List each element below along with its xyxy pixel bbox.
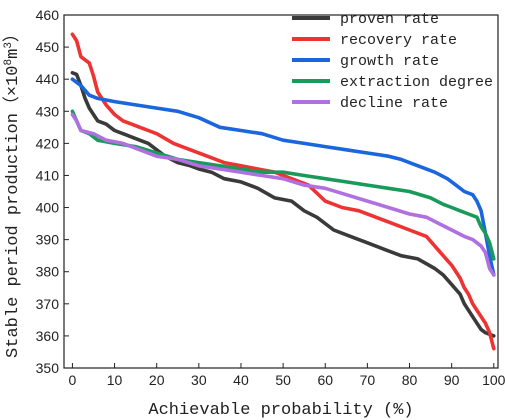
x-tick-label: 60 <box>317 372 333 388</box>
y-tick-label: 350 <box>36 360 60 376</box>
y-tick-label: 360 <box>36 328 60 344</box>
x-tick-label: 90 <box>444 372 460 388</box>
y-tick-label: 460 <box>36 7 60 23</box>
x-tick-label: 100 <box>482 372 505 388</box>
y-axis-title: Stable period production（×108m3） <box>2 25 23 358</box>
series-line-proven-rate <box>70 71 496 338</box>
y-tick-label: 440 <box>36 71 60 87</box>
legend-label: extraction degree <box>340 74 493 91</box>
series-line-growth-rate <box>70 77 496 277</box>
plot-frame <box>63 14 499 369</box>
legend: proven rate recovery rate growth rate extra… <box>292 11 493 112</box>
series-line-decline-rate <box>70 112 496 277</box>
legend-label: recovery rate <box>340 32 457 49</box>
x-tick-label: 30 <box>191 372 207 388</box>
y-axis-ticks: 350 360 370 380 390 400 410 420 430 440 450 460 <box>36 7 69 376</box>
y-tick-label: 430 <box>36 103 60 119</box>
series-line-extraction-degree <box>70 109 496 261</box>
y-tick-label: 390 <box>36 232 60 248</box>
y-axis-title-exponent-1: 8 <box>3 59 15 66</box>
series-line-recovery-rate <box>70 32 496 351</box>
legend-label: proven rate <box>340 11 439 28</box>
x-axis-title: Achievable probability (%) <box>148 401 413 420</box>
x-tick-label: 70 <box>360 372 376 388</box>
y-tick-label: 400 <box>36 200 60 216</box>
series-layer <box>70 32 496 351</box>
y-tick-label: 410 <box>36 167 60 183</box>
y-axis-title-exponent-2: 3 <box>3 42 15 49</box>
legend-label: growth rate <box>340 53 439 70</box>
y-axis-title-unit: m <box>4 49 23 59</box>
y-axis-title-main: Stable period production（×10 <box>2 65 23 357</box>
y-tick-label: 370 <box>36 296 60 312</box>
x-tick-label: 80 <box>402 372 418 388</box>
y-axis-title-end: ） <box>2 25 23 42</box>
x-tick-label: 20 <box>149 372 165 388</box>
legend-label: decline rate <box>340 95 448 112</box>
y-tick-label: 450 <box>36 39 60 55</box>
x-axis-ticks: 0 10 20 30 40 50 60 70 80 90 100 <box>69 363 505 388</box>
x-tick-label: 50 <box>275 372 291 388</box>
y-tick-label: 380 <box>36 264 60 280</box>
x-tick-label: 40 <box>233 372 249 388</box>
y-tick-label: 420 <box>36 135 60 151</box>
x-tick-label: 0 <box>69 372 77 388</box>
x-tick-label: 10 <box>107 372 123 388</box>
